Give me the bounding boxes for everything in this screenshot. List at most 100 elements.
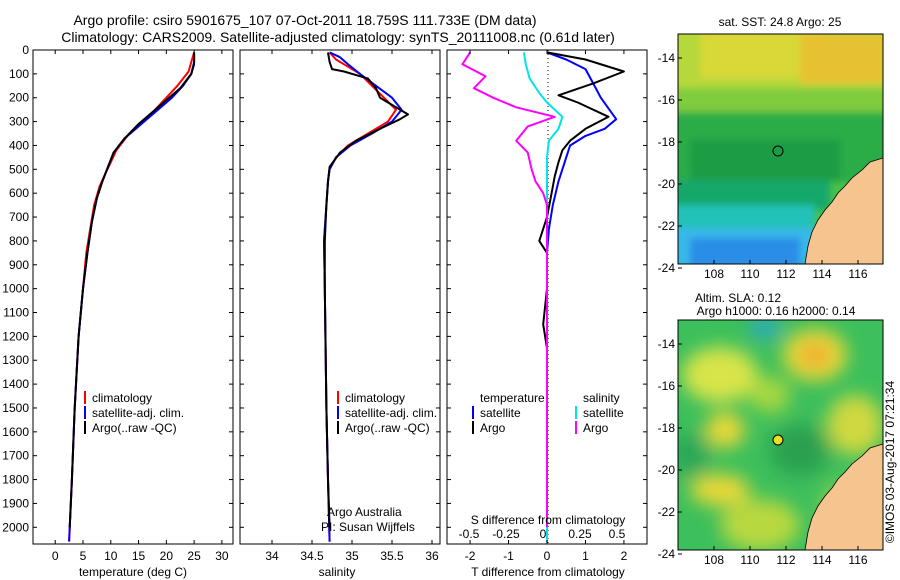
sla-map-frame <box>677 319 884 551</box>
sst-lon-ticks: 108 110 112 114 116 <box>704 260 868 281</box>
sla-map: Altim. SLA: 0.12 Argo h1000: 0.16 h2000:… <box>658 291 884 567</box>
lon-tick-label: 108 <box>704 267 724 281</box>
x-tick-label: -2 <box>465 549 476 563</box>
salinity-xlabel: salinity <box>319 565 356 579</box>
legend-argo-label: Argo(..raw -QC) <box>92 421 177 435</box>
x-tick-label: 2 <box>621 549 628 563</box>
depth-tick-label: 400 <box>9 138 29 152</box>
series-s-argo <box>461 51 556 528</box>
depth-tick-label: 1800 <box>2 473 29 487</box>
depth-tick-label: 2000 <box>2 520 29 534</box>
sst-map: sat. SST: 24.8 Argo: 25 -14-16-18-20-22-… <box>658 15 884 281</box>
depth-tick-label: 1100 <box>3 306 29 320</box>
x-tick-label: 15 <box>132 549 146 563</box>
lon-tick-label: 112 <box>776 553 795 567</box>
lon-tick-label: 114 <box>812 553 831 567</box>
legend-t-argo-label: Argo <box>480 421 506 435</box>
difference-panel: -2 -1 0 1 2 -0.5 -0.25 0 0.25 0.5 temperature sat… <box>446 49 648 579</box>
temperature-x-ticks: 0 5 10 15 20 25 30 <box>52 50 229 563</box>
legend-temperature-heading: temperature <box>480 391 545 405</box>
lat-tick-label: -22 <box>658 505 676 519</box>
s-difference-label: S difference from climatology <box>471 513 626 527</box>
lon-tick-label: 108 <box>704 553 724 567</box>
difference-x-ticks: -2 -1 0 1 2 -0.5 -0.25 0 0.25 0.5 <box>459 50 628 563</box>
t-difference-label: T difference from climatology <box>471 565 625 579</box>
depth-tick-label: 1000 <box>2 282 29 296</box>
lat-tick-label: -18 <box>658 135 676 149</box>
sla-map-title-line2: Argo h1000: 0.16 h2000: 0.14 <box>697 304 856 318</box>
legend-climatology-label: climatology <box>92 391 152 405</box>
depth-tick-label: 1300 <box>2 353 29 367</box>
series-t-argo <box>538 51 625 528</box>
difference-legend: temperature satellite Argo salinity sate… <box>472 391 624 435</box>
temperature-xlabel: temperature (deg C) <box>79 565 187 579</box>
legend-s-argo-label: Argo <box>583 421 609 435</box>
legend-climatology-label: climatology <box>345 391 405 405</box>
sst-map-frame <box>677 33 884 265</box>
x-tick-label: 5 <box>80 549 87 563</box>
depth-tick-label: 900 <box>9 258 29 272</box>
depth-tick-label: 1400 <box>2 377 29 391</box>
depth-tick-label: 1700 <box>2 449 29 463</box>
lon-tick-label: 116 <box>848 553 867 567</box>
series-argo-raw-qc- <box>68 52 196 528</box>
argo-float-marker <box>772 145 784 157</box>
s-tick-label: -0.25 <box>492 527 520 541</box>
x-tick-label: 0 <box>52 549 59 563</box>
series-climatology <box>68 52 196 542</box>
lon-tick-label: 110 <box>740 267 759 281</box>
title-line1: Argo profile: csiro 5901675_107 07-Oct-2… <box>73 12 536 28</box>
australia-coast <box>804 157 883 264</box>
depth-tick-label: 1600 <box>2 425 29 439</box>
x-tick-label: 20 <box>160 549 174 563</box>
sla-field <box>678 320 883 550</box>
argo-float-marker <box>772 434 784 446</box>
s-tick-label: 0.5 <box>609 527 626 541</box>
series-t-satellite <box>546 51 618 542</box>
lat-tick-label: -16 <box>658 379 676 393</box>
sst-field <box>678 34 883 264</box>
temperature-axes-box <box>32 49 234 545</box>
lon-tick-label: 116 <box>848 267 867 281</box>
s-tick-label: 0 <box>540 527 547 541</box>
depth-tick-label: 700 <box>9 210 29 224</box>
lat-tick-label: -20 <box>658 177 676 191</box>
depth-tick-label: 1500 <box>2 401 29 415</box>
x-tick-label: 1 <box>582 549 589 563</box>
lat-tick-label: -18 <box>658 421 676 435</box>
lat-tick-label: -22 <box>658 219 676 233</box>
temperature-panel: 0100200300400500600700800900100011001200… <box>2 43 647 579</box>
australia-coast <box>804 443 883 550</box>
lon-tick-label: 112 <box>776 267 795 281</box>
salinity-x-ticks: 34 34.5 35 35.5 36 <box>265 50 439 563</box>
annotation-argo-australia: Argo Australia <box>327 505 402 519</box>
s-tick-label: 0.25 <box>568 527 592 541</box>
series-satellite-adj-clim- <box>68 52 196 542</box>
x-tick-label: 30 <box>215 549 229 563</box>
lat-tick-label: -24 <box>658 547 676 561</box>
legend-satellite-label: satellite-adj. clim. <box>345 406 437 420</box>
lat-tick-label: -16 <box>658 93 676 107</box>
depth-tick-label: 600 <box>9 186 29 200</box>
depth-tick-label: 100 <box>9 67 29 81</box>
depth-tick-label: 1200 <box>2 329 29 343</box>
sst-map-title: sat. SST: 24.8 Argo: 25 <box>719 15 842 29</box>
depth-tick-label: 500 <box>9 162 29 176</box>
x-tick-label: 36 <box>425 549 439 563</box>
legend-satellite-label: satellite-adj. clim. <box>92 406 184 420</box>
x-tick-label: 10 <box>104 549 118 563</box>
annotation-pi-name: PI: Susan Wijffels <box>321 520 415 534</box>
legend-salinity-heading: salinity <box>583 391 620 405</box>
depth-tick-label: 800 <box>9 234 29 248</box>
s-tick-label: -0.5 <box>459 527 480 541</box>
depth-tick-label: 0 <box>22 43 29 57</box>
x-tick-label: 35 <box>345 549 359 563</box>
series-argo-raw-qc- <box>323 52 409 528</box>
salinity-panel: 34 34.5 35 35.5 36 climatology satellite-adj… <box>239 49 441 579</box>
lat-tick-label: -24 <box>658 261 676 275</box>
x-tick-label: 34 <box>265 549 279 563</box>
imos-credit: ©IMOS 03-Aug-2017 07:21:34 <box>883 381 897 544</box>
sla-map-title-line1: Altim. SLA: 0.12 <box>695 291 781 305</box>
x-tick-label: -1 <box>503 549 514 563</box>
